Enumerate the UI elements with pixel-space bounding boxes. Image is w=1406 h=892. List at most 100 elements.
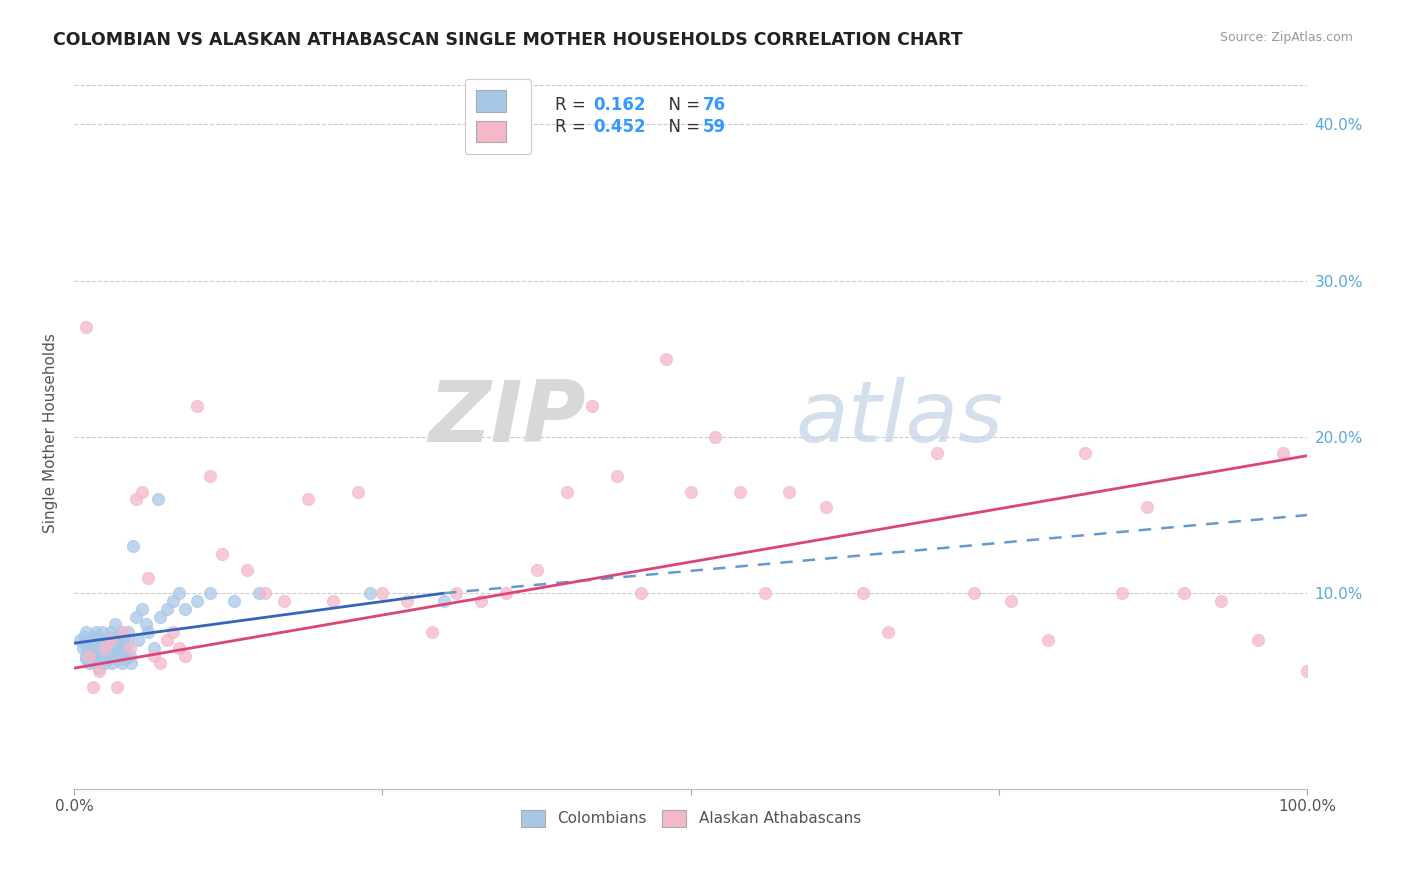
Point bbox=[557, 484, 579, 499]
Point bbox=[1074, 445, 1097, 459]
Point bbox=[963, 586, 986, 600]
Point bbox=[526, 563, 548, 577]
Point bbox=[1173, 586, 1195, 600]
Point bbox=[136, 570, 159, 584]
Point bbox=[446, 586, 468, 600]
Point bbox=[420, 625, 443, 640]
Point bbox=[90, 636, 112, 650]
Point bbox=[297, 492, 319, 507]
Point bbox=[630, 586, 652, 600]
Point bbox=[75, 636, 97, 650]
Point bbox=[112, 640, 135, 655]
Point bbox=[76, 640, 98, 655]
Point bbox=[167, 586, 190, 600]
Point bbox=[91, 625, 114, 640]
Legend: Colombians, Alaskan Athabascans: Colombians, Alaskan Athabascans bbox=[513, 802, 869, 834]
Point bbox=[236, 563, 259, 577]
Point bbox=[84, 625, 107, 640]
Point bbox=[322, 594, 344, 608]
Point bbox=[97, 640, 120, 655]
Point bbox=[94, 657, 117, 671]
Point bbox=[118, 648, 141, 663]
Point bbox=[186, 594, 208, 608]
Point bbox=[100, 625, 122, 640]
Point bbox=[75, 625, 97, 640]
Point bbox=[136, 625, 159, 640]
Point bbox=[211, 547, 233, 561]
Point bbox=[75, 648, 97, 663]
Point bbox=[98, 648, 121, 663]
Point bbox=[108, 648, 131, 663]
Point bbox=[198, 586, 221, 600]
Point bbox=[1111, 586, 1133, 600]
Point bbox=[247, 586, 270, 600]
Text: Source: ZipAtlas.com: Source: ZipAtlas.com bbox=[1219, 31, 1353, 45]
Point bbox=[143, 640, 166, 655]
Point bbox=[80, 646, 103, 660]
Point bbox=[79, 636, 101, 650]
Point bbox=[105, 680, 128, 694]
Point bbox=[94, 640, 117, 655]
Point bbox=[89, 646, 111, 660]
Point bbox=[927, 445, 949, 459]
Point bbox=[77, 657, 100, 671]
Point bbox=[162, 625, 184, 640]
Text: N =: N = bbox=[658, 118, 706, 136]
Point bbox=[82, 633, 104, 648]
Point bbox=[82, 680, 104, 694]
Point bbox=[118, 640, 141, 655]
Point bbox=[127, 633, 149, 648]
Point bbox=[86, 648, 108, 663]
Point bbox=[162, 594, 184, 608]
Point bbox=[679, 484, 702, 499]
Point bbox=[77, 648, 100, 663]
Point bbox=[117, 625, 139, 640]
Point bbox=[97, 630, 120, 644]
Point bbox=[122, 539, 145, 553]
Point bbox=[115, 646, 138, 660]
Point bbox=[107, 630, 129, 644]
Point bbox=[82, 652, 104, 666]
Point bbox=[655, 351, 678, 366]
Point bbox=[125, 609, 148, 624]
Text: 59: 59 bbox=[703, 118, 725, 136]
Point bbox=[90, 652, 112, 666]
Point bbox=[69, 633, 91, 648]
Point bbox=[149, 657, 172, 671]
Point bbox=[84, 636, 107, 650]
Text: 76: 76 bbox=[703, 96, 725, 114]
Point bbox=[396, 594, 419, 608]
Point bbox=[96, 633, 118, 648]
Point bbox=[1038, 633, 1060, 648]
Point bbox=[131, 484, 153, 499]
Point bbox=[754, 586, 776, 600]
Point bbox=[1136, 500, 1159, 515]
Text: N =: N = bbox=[658, 96, 706, 114]
Point bbox=[89, 633, 111, 648]
Point bbox=[877, 625, 900, 640]
Point bbox=[778, 484, 800, 499]
Text: 0.162: 0.162 bbox=[593, 96, 645, 114]
Point bbox=[111, 657, 134, 671]
Point bbox=[96, 646, 118, 660]
Point bbox=[103, 646, 125, 660]
Point bbox=[254, 586, 277, 600]
Point bbox=[149, 609, 172, 624]
Point bbox=[815, 500, 838, 515]
Point bbox=[101, 657, 124, 671]
Point bbox=[115, 636, 138, 650]
Point bbox=[174, 648, 197, 663]
Point bbox=[96, 652, 118, 666]
Point bbox=[728, 484, 751, 499]
Point bbox=[1209, 594, 1232, 608]
Point bbox=[186, 399, 208, 413]
Point bbox=[359, 586, 381, 600]
Point bbox=[105, 640, 128, 655]
Point bbox=[84, 657, 107, 671]
Point bbox=[606, 469, 628, 483]
Text: ZIP: ZIP bbox=[429, 377, 586, 460]
Point bbox=[105, 652, 128, 666]
Text: atlas: atlas bbox=[796, 377, 1004, 460]
Point bbox=[83, 640, 105, 655]
Point bbox=[125, 492, 148, 507]
